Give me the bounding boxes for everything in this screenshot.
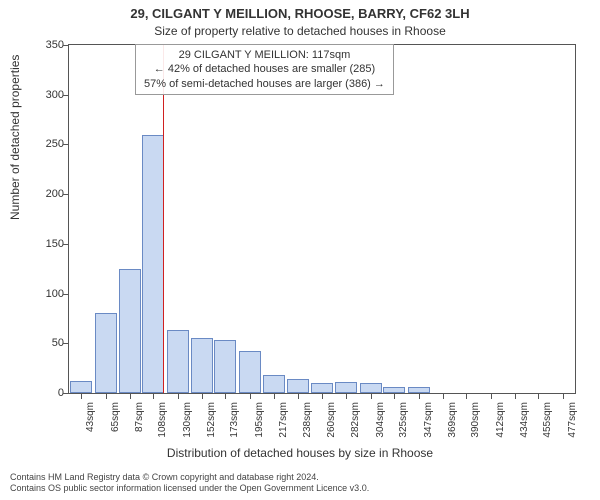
chart-title-main: 29, CILGANT Y MEILLION, RHOOSE, BARRY, C… bbox=[0, 6, 600, 21]
x-tick-label: 304sqm bbox=[375, 402, 386, 446]
histogram-bar bbox=[191, 338, 213, 393]
y-tick-mark bbox=[63, 393, 68, 394]
x-tick-label: 195sqm bbox=[254, 402, 265, 446]
x-tick-label: 65sqm bbox=[110, 402, 121, 446]
x-tick-label: 108sqm bbox=[157, 402, 168, 446]
info-line-2: ← 42% of detached houses are smaller (28… bbox=[144, 62, 385, 76]
histogram-bar bbox=[408, 387, 430, 393]
x-tick-mark bbox=[466, 394, 467, 399]
x-tick-label: 152sqm bbox=[206, 402, 217, 446]
x-tick-mark bbox=[538, 394, 539, 399]
chart-title-sub: Size of property relative to detached ho… bbox=[0, 24, 600, 38]
y-tick-mark bbox=[63, 144, 68, 145]
x-tick-label: 390sqm bbox=[470, 402, 481, 446]
x-tick-label: 282sqm bbox=[350, 402, 361, 446]
x-tick-mark bbox=[178, 394, 179, 399]
x-tick-mark bbox=[443, 394, 444, 399]
x-tick-label: 173sqm bbox=[229, 402, 240, 446]
plot-area bbox=[68, 44, 576, 394]
x-tick-mark bbox=[202, 394, 203, 399]
x-tick-mark bbox=[419, 394, 420, 399]
footer: Contains HM Land Registry data © Crown c… bbox=[10, 472, 590, 494]
info-line-3: 57% of semi-detached houses are larger (… bbox=[144, 77, 385, 91]
x-axis-label: Distribution of detached houses by size … bbox=[0, 446, 600, 460]
x-tick-label: 260sqm bbox=[326, 402, 337, 446]
x-tick-mark bbox=[153, 394, 154, 399]
marker-line bbox=[163, 45, 164, 393]
x-tick-mark bbox=[81, 394, 82, 399]
histogram-bar bbox=[263, 375, 285, 393]
x-tick-label: 238sqm bbox=[302, 402, 313, 446]
histogram-bar bbox=[95, 313, 117, 393]
x-tick-mark bbox=[515, 394, 516, 399]
x-tick-mark bbox=[491, 394, 492, 399]
x-tick-label: 434sqm bbox=[519, 402, 530, 446]
y-tick-mark bbox=[63, 343, 68, 344]
x-tick-mark bbox=[563, 394, 564, 399]
x-tick-mark bbox=[298, 394, 299, 399]
histogram-bar bbox=[167, 330, 189, 393]
y-tick-mark bbox=[63, 95, 68, 96]
x-tick-label: 347sqm bbox=[423, 402, 434, 446]
x-tick-label: 325sqm bbox=[398, 402, 409, 446]
histogram-bar bbox=[335, 382, 357, 393]
x-tick-label: 43sqm bbox=[85, 402, 96, 446]
x-tick-label: 369sqm bbox=[447, 402, 458, 446]
y-tick-label: 150 bbox=[46, 238, 64, 250]
x-tick-label: 477sqm bbox=[567, 402, 578, 446]
y-tick-label: 350 bbox=[46, 39, 64, 51]
y-tick-label: 300 bbox=[46, 89, 64, 101]
y-tick-label: 200 bbox=[46, 188, 64, 200]
y-axis-label: Number of detached properties bbox=[8, 55, 22, 220]
chart-container: 29, CILGANT Y MEILLION, RHOOSE, BARRY, C… bbox=[0, 0, 600, 500]
y-tick-label: 250 bbox=[46, 138, 64, 150]
x-tick-mark bbox=[274, 394, 275, 399]
x-tick-label: 217sqm bbox=[278, 402, 289, 446]
histogram-bar bbox=[70, 381, 92, 393]
histogram-bar bbox=[311, 383, 333, 393]
histogram-bar bbox=[287, 379, 309, 393]
y-tick-mark bbox=[63, 294, 68, 295]
footer-line-2: Contains OS public sector information li… bbox=[10, 483, 590, 494]
x-tick-mark bbox=[106, 394, 107, 399]
x-tick-label: 455sqm bbox=[542, 402, 553, 446]
footer-line-1: Contains HM Land Registry data © Crown c… bbox=[10, 472, 590, 483]
x-tick-mark bbox=[371, 394, 372, 399]
y-tick-label: 100 bbox=[46, 288, 64, 300]
histogram-bar bbox=[383, 387, 405, 393]
histogram-bar bbox=[239, 351, 261, 393]
x-tick-mark bbox=[250, 394, 251, 399]
x-tick-mark bbox=[130, 394, 131, 399]
x-tick-mark bbox=[322, 394, 323, 399]
histogram-bar bbox=[142, 135, 164, 394]
x-tick-mark bbox=[394, 394, 395, 399]
x-tick-mark bbox=[225, 394, 226, 399]
info-box: 29 CILGANT Y MEILLION: 117sqm ← 42% of d… bbox=[135, 44, 394, 95]
info-line-1: 29 CILGANT Y MEILLION: 117sqm bbox=[144, 48, 385, 62]
y-tick-mark bbox=[63, 45, 68, 46]
x-tick-label: 87sqm bbox=[134, 402, 145, 446]
histogram-bar bbox=[360, 383, 382, 393]
x-tick-label: 130sqm bbox=[182, 402, 193, 446]
y-tick-mark bbox=[63, 194, 68, 195]
histogram-bar bbox=[119, 269, 141, 393]
histogram-bar bbox=[214, 340, 236, 393]
x-tick-label: 412sqm bbox=[495, 402, 506, 446]
y-tick-mark bbox=[63, 244, 68, 245]
x-tick-mark bbox=[346, 394, 347, 399]
